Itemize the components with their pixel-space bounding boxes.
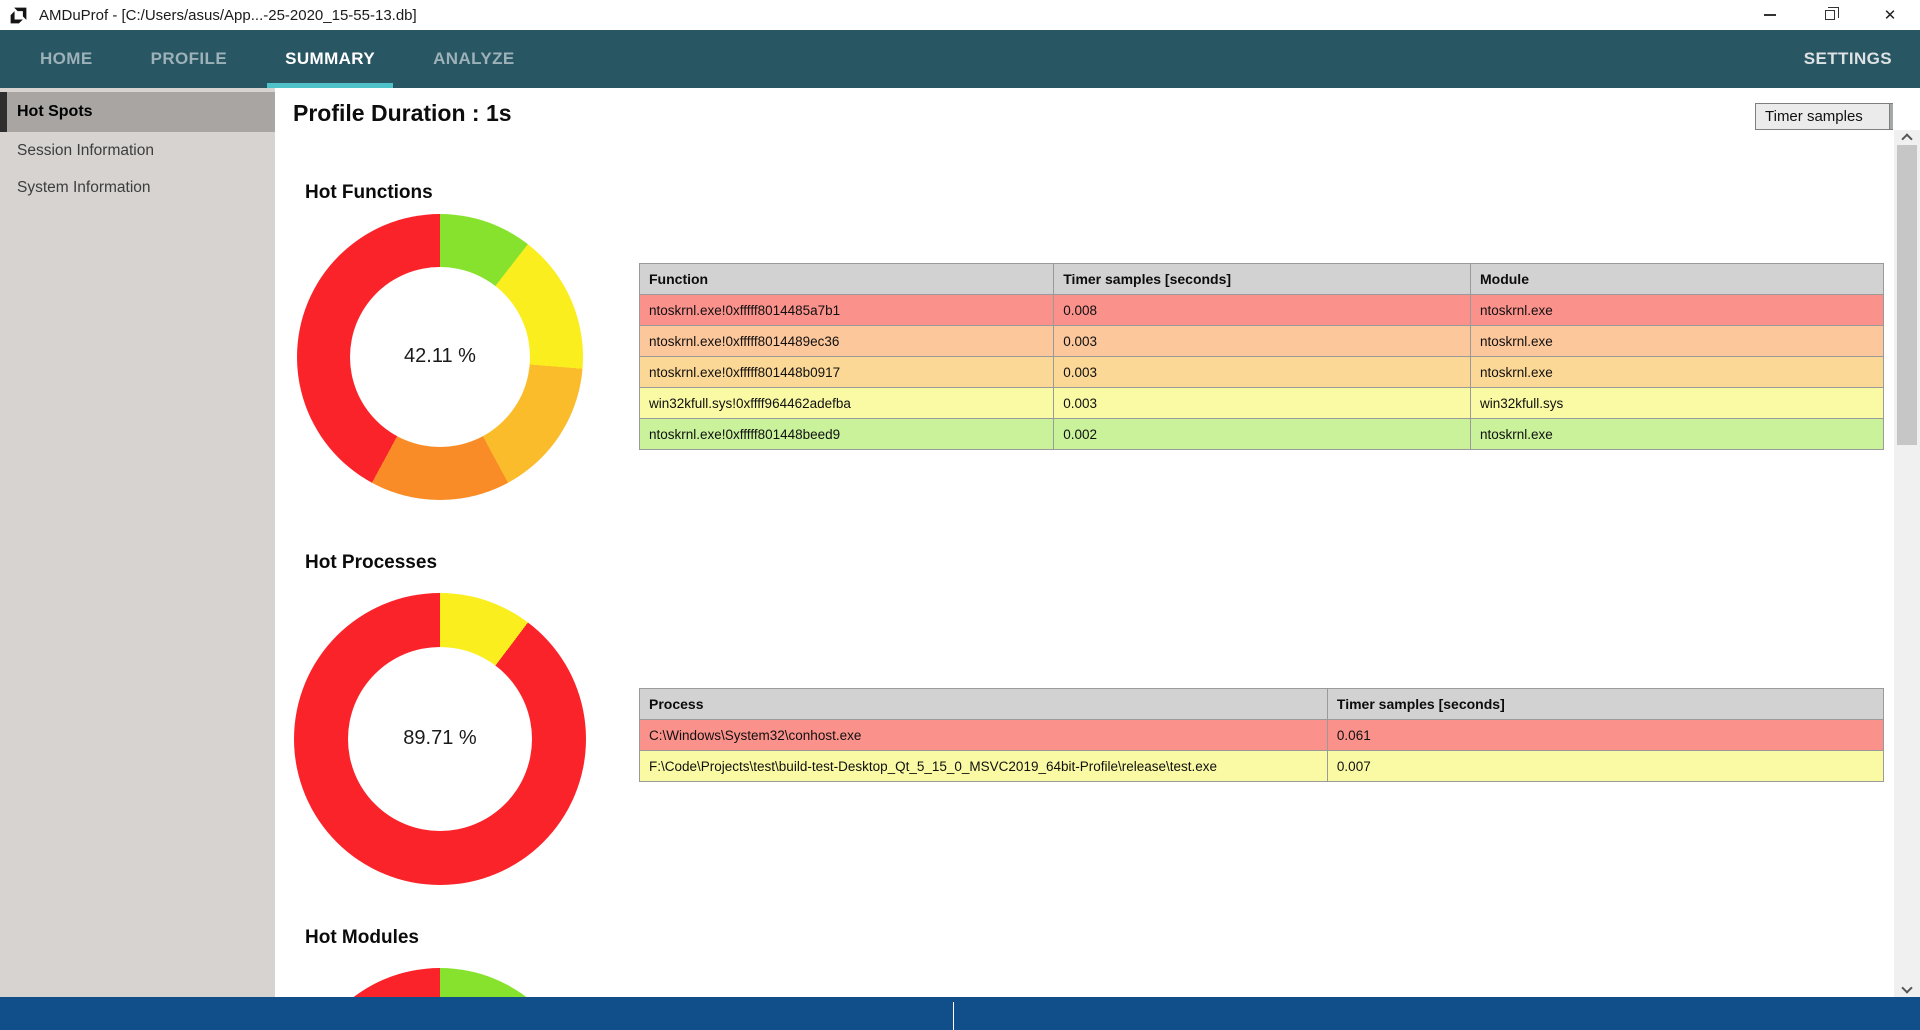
table-cell: 0.007 <box>1326 750 1885 782</box>
hot-processes-table: Process Timer samples [seconds] C:\Windows… <box>639 688 1885 782</box>
table-cell: win32kfull.sys!0xffff964462adefba <box>638 387 1055 419</box>
table-cell: F:\Code\Projects\test\build-test-Desktop… <box>639 750 1328 782</box>
column-header: Timer samples [seconds] <box>1053 263 1471 295</box>
hot-modules-donut-chart <box>297 968 583 997</box>
table-row[interactable]: F:\Code\Projects\test\build-test-Desktop… <box>639 750 1885 782</box>
sidebar-item-system-information[interactable]: System Information <box>17 179 151 196</box>
table-row[interactable]: C:\Windows\System32\conhost.exe 0.061 <box>639 719 1885 751</box>
samples-type-dropdown[interactable]: Timer samples <box>1755 103 1893 130</box>
sidebar-item-session-information[interactable]: Session Information <box>17 142 154 159</box>
sidebar: Hot Spots Session Information System Infor… <box>0 88 275 997</box>
table-cell: 0.002 <box>1053 418 1471 450</box>
table-cell: ntoskrnl.exe <box>1469 325 1885 357</box>
table-row[interactable]: win32kfull.sys!0xffff964462adefba 0.003 wi… <box>638 387 1885 419</box>
status-bar-divider <box>953 1002 954 1030</box>
table-cell: ntoskrnl.exe!0xfffff8014485a7b1 <box>638 294 1055 326</box>
tab-settings[interactable]: SETTINGS <box>1803 49 1892 68</box>
table-cell: 0.003 <box>1053 356 1471 388</box>
minimize-icon <box>1764 14 1776 16</box>
table-row[interactable]: ntoskrnl.exe!0xfffff8014489ec36 0.003 ntos… <box>638 325 1885 357</box>
tab-summary[interactable]: SUMMARY <box>267 30 394 88</box>
minimize-button[interactable] <box>1740 0 1800 30</box>
chevron-down-icon[interactable] <box>1889 104 1893 129</box>
nav-bar: HOME PROFILE SUMMARY ANALYZE SETTINGS <box>0 30 1920 88</box>
table-cell: 0.003 <box>1053 325 1471 357</box>
column-header: Timer samples [seconds] <box>1326 688 1885 720</box>
donut-center-label: 42.11 % <box>404 345 476 368</box>
hot-functions-donut-chart: 42.11 % <box>297 214 583 500</box>
window-title: AMDuProf - [C:/Users/asus/App...-25-2020… <box>39 6 417 24</box>
hot-processes-heading: Hot Processes <box>305 552 438 573</box>
samples-type-value: Timer samples <box>1765 108 1863 125</box>
column-header: Function <box>638 263 1055 295</box>
table-cell: ntoskrnl.exe <box>1469 294 1885 326</box>
table-cell: win32kfull.sys <box>1469 387 1885 419</box>
table-cell: 0.061 <box>1326 719 1885 751</box>
table-cell: C:\Windows\System32\conhost.exe <box>639 719 1328 751</box>
window-controls: ✕ <box>1740 0 1920 30</box>
table-row[interactable]: ntoskrnl.exe!0xfffff801448beed9 0.002 ntos… <box>638 418 1885 450</box>
table-cell: ntoskrnl.exe!0xfffff801448beed9 <box>638 418 1055 450</box>
tab-profile[interactable]: PROFILE <box>150 49 228 68</box>
hot-functions-table: Function Timer samples [seconds] Module nto… <box>638 263 1885 450</box>
table-cell: ntoskrnl.exe <box>1469 418 1885 450</box>
column-header: Process <box>639 688 1328 720</box>
tab-analyze[interactable]: ANALYZE <box>433 49 515 68</box>
vertical-scrollbar[interactable] <box>1894 130 1920 997</box>
close-icon: ✕ <box>1883 6 1897 24</box>
table-cell: 0.003 <box>1053 387 1471 419</box>
table-row[interactable]: ntoskrnl.exe!0xfffff801448b0917 0.003 ntos… <box>638 356 1885 388</box>
restore-icon <box>1825 7 1839 20</box>
table-row[interactable]: ntoskrnl.exe!0xfffff8014485a7b1 0.008 ntos… <box>638 294 1885 326</box>
table-cell: ntoskrnl.exe <box>1469 356 1885 388</box>
column-header: Module <box>1469 263 1885 295</box>
summary-panel: Profile Duration : 1s Timer samples Hot … <box>275 88 1893 997</box>
hot-modules-heading: Hot Modules <box>305 927 419 948</box>
table-cell: 0.008 <box>1053 294 1471 326</box>
donut-center-label: 89.71 % <box>403 727 477 750</box>
tab-home[interactable]: HOME <box>40 49 93 68</box>
close-button[interactable]: ✕ <box>1860 0 1920 30</box>
sidebar-item-hot-spots[interactable]: Hot Spots <box>0 92 275 132</box>
table-cell: ntoskrnl.exe!0xfffff801448b0917 <box>638 356 1055 388</box>
status-bar <box>0 997 1920 1030</box>
page-title: Profile Duration : 1s <box>293 100 512 126</box>
title-bar: AMDuProf - [C:/Users/asus/App...-25-2020… <box>0 0 1920 30</box>
amd-logo-icon <box>10 7 27 23</box>
hot-processes-donut-chart: 89.71 % <box>294 593 586 885</box>
scrollbar-thumb[interactable] <box>1897 145 1917 445</box>
table-cell: ntoskrnl.exe!0xfffff8014489ec36 <box>638 325 1055 357</box>
maximize-button[interactable] <box>1800 0 1860 30</box>
hot-functions-heading: Hot Functions <box>305 182 433 203</box>
scroll-up-icon[interactable] <box>1901 133 1913 145</box>
scroll-down-icon[interactable] <box>1901 982 1913 994</box>
